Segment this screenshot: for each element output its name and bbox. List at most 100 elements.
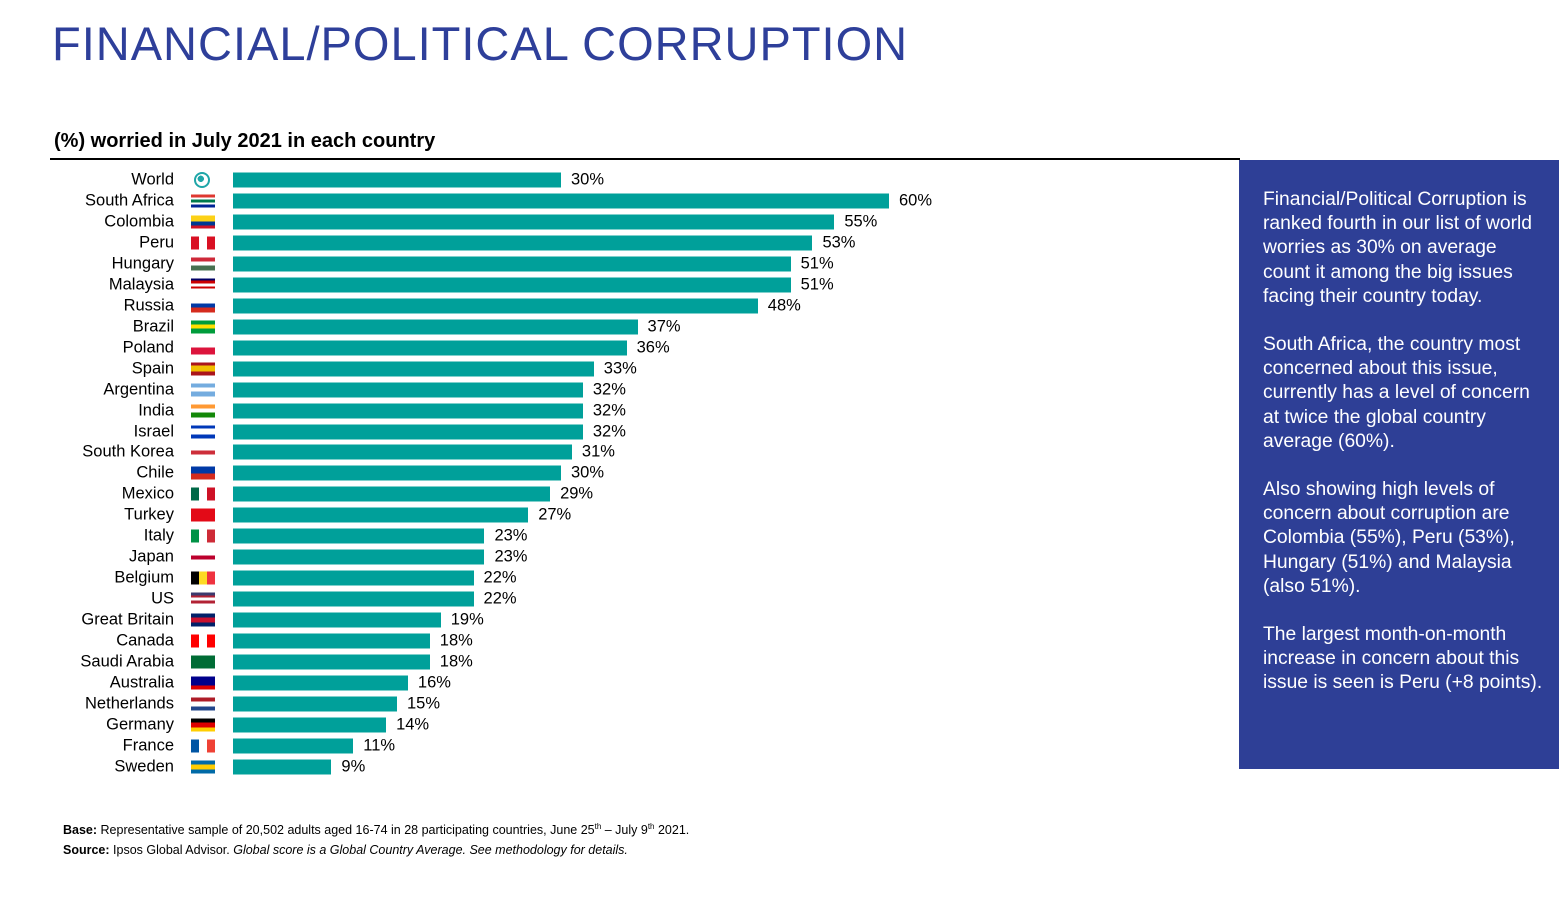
- bar: [233, 298, 758, 314]
- flag-icon: [191, 236, 215, 250]
- flag-icon: [191, 362, 215, 376]
- data-label: 27%: [538, 505, 572, 524]
- bar: [233, 507, 529, 523]
- base-label: Base:: [63, 823, 98, 838]
- sup: th: [647, 822, 655, 831]
- data-label: 51%: [800, 254, 834, 273]
- data-label: 48%: [767, 296, 801, 315]
- bar: [233, 633, 430, 649]
- data-label: 32%: [592, 380, 626, 399]
- country-label: World: [131, 170, 174, 189]
- flag-icon: [191, 571, 215, 585]
- data-label: 16%: [417, 673, 451, 692]
- commentary-paragraph: Also showing high levels of concern abou…: [1263, 479, 1515, 597]
- country-label: Canada: [116, 631, 174, 650]
- data-label: 19%: [450, 610, 484, 629]
- flag-icon: [191, 655, 215, 669]
- page-title: FINANCIAL/POLITICAL CORRUPTION: [52, 17, 909, 70]
- country-label: Turkey: [124, 505, 174, 524]
- flag-icon: [191, 487, 215, 501]
- flag-icon: [191, 466, 215, 480]
- source-italic: Global score is a Global Country Average…: [233, 843, 628, 858]
- country-label: India: [138, 401, 174, 420]
- data-label: 55%: [844, 212, 878, 231]
- country-label: Belgium: [114, 568, 174, 587]
- bar: [233, 193, 889, 209]
- country-label: Italy: [143, 526, 174, 545]
- data-label: 18%: [439, 631, 473, 650]
- country-label: France: [122, 736, 174, 755]
- country-label: South Korea: [82, 442, 174, 461]
- country-label: Mexico: [121, 484, 174, 503]
- bar: [233, 403, 583, 419]
- flag-icon: [191, 404, 215, 418]
- data-label: 32%: [592, 401, 626, 420]
- commentary-panel: Financial/Political Corruption is ranked…: [1239, 160, 1559, 769]
- country-label: Israel: [133, 422, 174, 441]
- data-label: 51%: [800, 275, 834, 294]
- bar: [233, 340, 627, 356]
- country-label: Argentina: [103, 380, 174, 399]
- data-label: 33%: [603, 359, 637, 378]
- flag-icon: [191, 613, 215, 627]
- bar: [233, 465, 561, 481]
- bar: [233, 717, 387, 733]
- commentary-paragraph: The largest month-on-month increase in c…: [1263, 624, 1543, 694]
- country-label: Russia: [123, 296, 174, 315]
- data-label: 23%: [494, 547, 528, 566]
- flag-icon: [191, 718, 215, 732]
- commentary-paragraph: Financial/Political Corruption is ranked…: [1263, 189, 1532, 307]
- data-label: 53%: [822, 233, 856, 252]
- bar: [233, 172, 561, 188]
- flag-icon: [191, 634, 215, 648]
- chart-title: (%) worried in July 2021 in each country: [54, 130, 436, 152]
- country-label: Spain: [131, 359, 174, 378]
- data-label: 30%: [571, 170, 605, 189]
- flag-icon: [191, 445, 215, 459]
- bar: [233, 675, 408, 691]
- bar: [233, 214, 835, 230]
- data-label: 11%: [363, 736, 396, 755]
- flag-icon: [191, 550, 215, 564]
- bar: [233, 738, 354, 754]
- bar: [233, 444, 572, 460]
- bar: [233, 570, 474, 586]
- bar: [233, 486, 551, 502]
- flag-icon: [191, 760, 215, 774]
- country-label: Peru: [139, 233, 174, 252]
- bar: [233, 549, 485, 565]
- bar: [233, 612, 441, 628]
- bar: [233, 424, 583, 440]
- bar-chart: World 30% South Africa 60% Colombia 55% Peru 53…: [80, 170, 932, 776]
- bar: [233, 759, 332, 775]
- country-label: Malaysia: [108, 275, 174, 294]
- divider: [50, 158, 1240, 160]
- country-label: Netherlands: [85, 694, 174, 713]
- country-label: Japan: [129, 547, 174, 566]
- flag-icon: [191, 697, 215, 711]
- data-label: 14%: [396, 715, 430, 734]
- data-label: 32%: [592, 422, 626, 441]
- country-label: Great Britain: [81, 610, 174, 629]
- bar: [233, 319, 638, 335]
- bar: [233, 528, 485, 544]
- source-note: Source: Ipsos Global Advisor. Global sco…: [63, 840, 689, 860]
- data-label: 9%: [341, 757, 366, 776]
- country-label: Brazil: [132, 317, 174, 336]
- country-label: Chile: [136, 463, 174, 482]
- data-label: 15%: [407, 694, 441, 713]
- bar: [233, 591, 474, 607]
- bar: [233, 361, 594, 377]
- data-label: 31%: [581, 442, 615, 461]
- flag-icon: [191, 320, 215, 334]
- flag-icon: [191, 529, 215, 543]
- bar: [233, 277, 791, 293]
- base-text: – July 9: [601, 823, 648, 838]
- country-label: Poland: [122, 338, 174, 357]
- flag-icon: [191, 383, 215, 397]
- flag-icon: [191, 194, 215, 208]
- flag-icon: [191, 739, 215, 753]
- country-label: Colombia: [104, 212, 174, 231]
- country-label: Australia: [109, 673, 174, 692]
- flag-icon: [191, 257, 215, 271]
